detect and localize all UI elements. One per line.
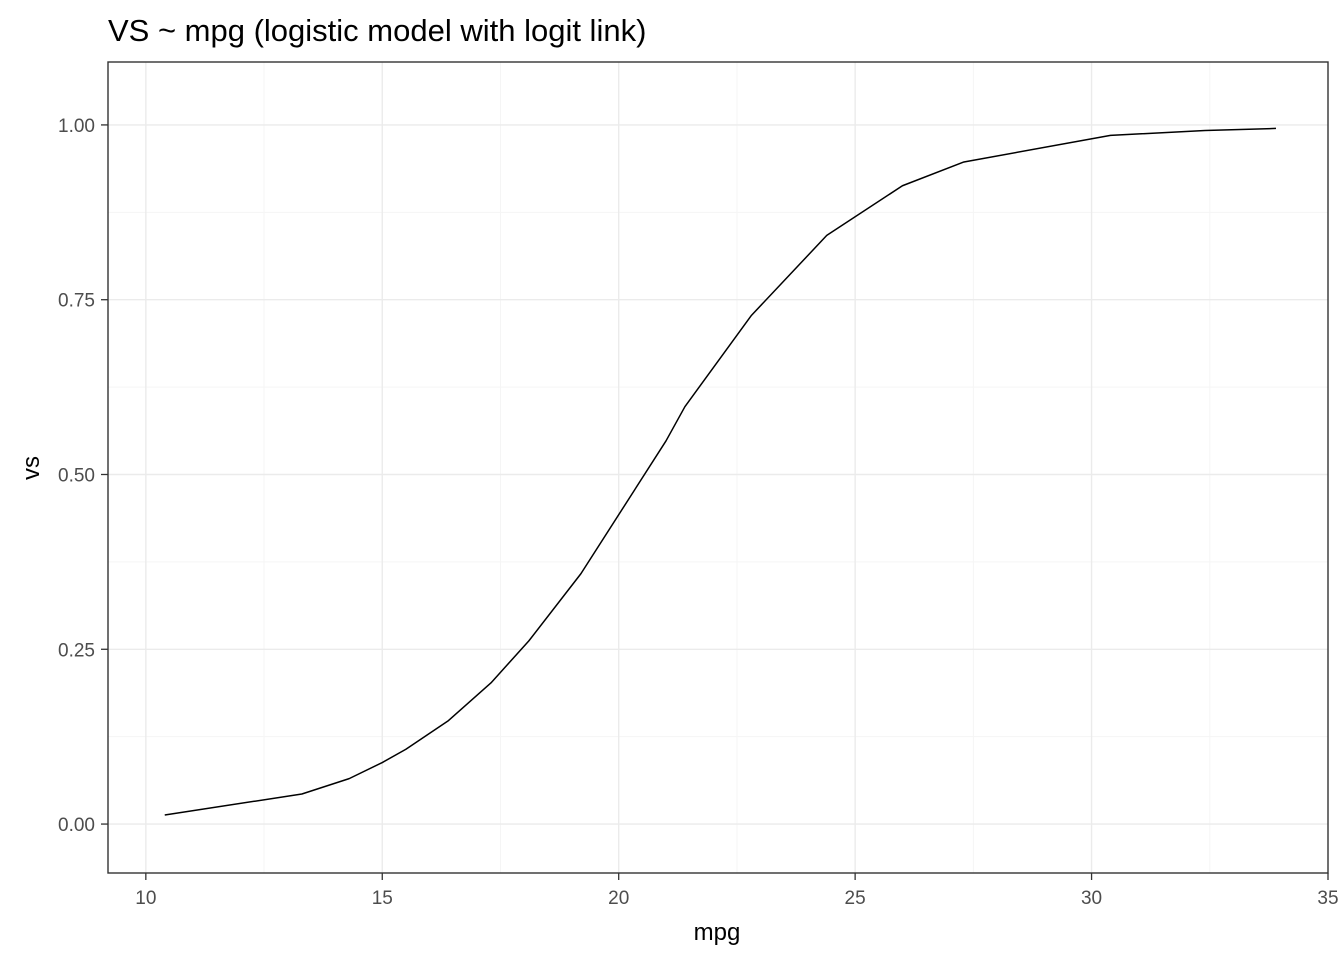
minor-gridlines	[108, 62, 1328, 873]
major-gridlines	[108, 62, 1328, 873]
x-tick-label: 35	[1317, 888, 1338, 909]
y-axis-label: vs	[18, 456, 45, 480]
x-axis: 10 15 20 25 30 35	[135, 873, 1339, 909]
y-tick-label: 0.25	[58, 640, 95, 661]
series-layer	[164, 127, 1277, 816]
x-tick-label: 30	[1081, 888, 1102, 909]
y-tick-label: 1.00	[58, 116, 95, 137]
panel-border	[107, 61, 1329, 874]
x-axis-label: mpg	[694, 919, 741, 946]
x-tick-label: 15	[372, 888, 393, 909]
chart-title: VS ~ mpg (logistic model with logit link…	[108, 13, 646, 48]
y-axis: 0.00 0.25 0.50 0.75 1.00	[58, 116, 108, 836]
y-tick-label: 0.00	[58, 815, 95, 836]
y-tick-label: 0.75	[58, 291, 95, 312]
y-tick-label: 0.50	[58, 465, 95, 486]
series-line	[164, 127, 1277, 816]
x-tick-label: 10	[135, 888, 156, 909]
x-tick-label: 20	[608, 888, 629, 909]
x-tick-label: 25	[845, 888, 866, 909]
